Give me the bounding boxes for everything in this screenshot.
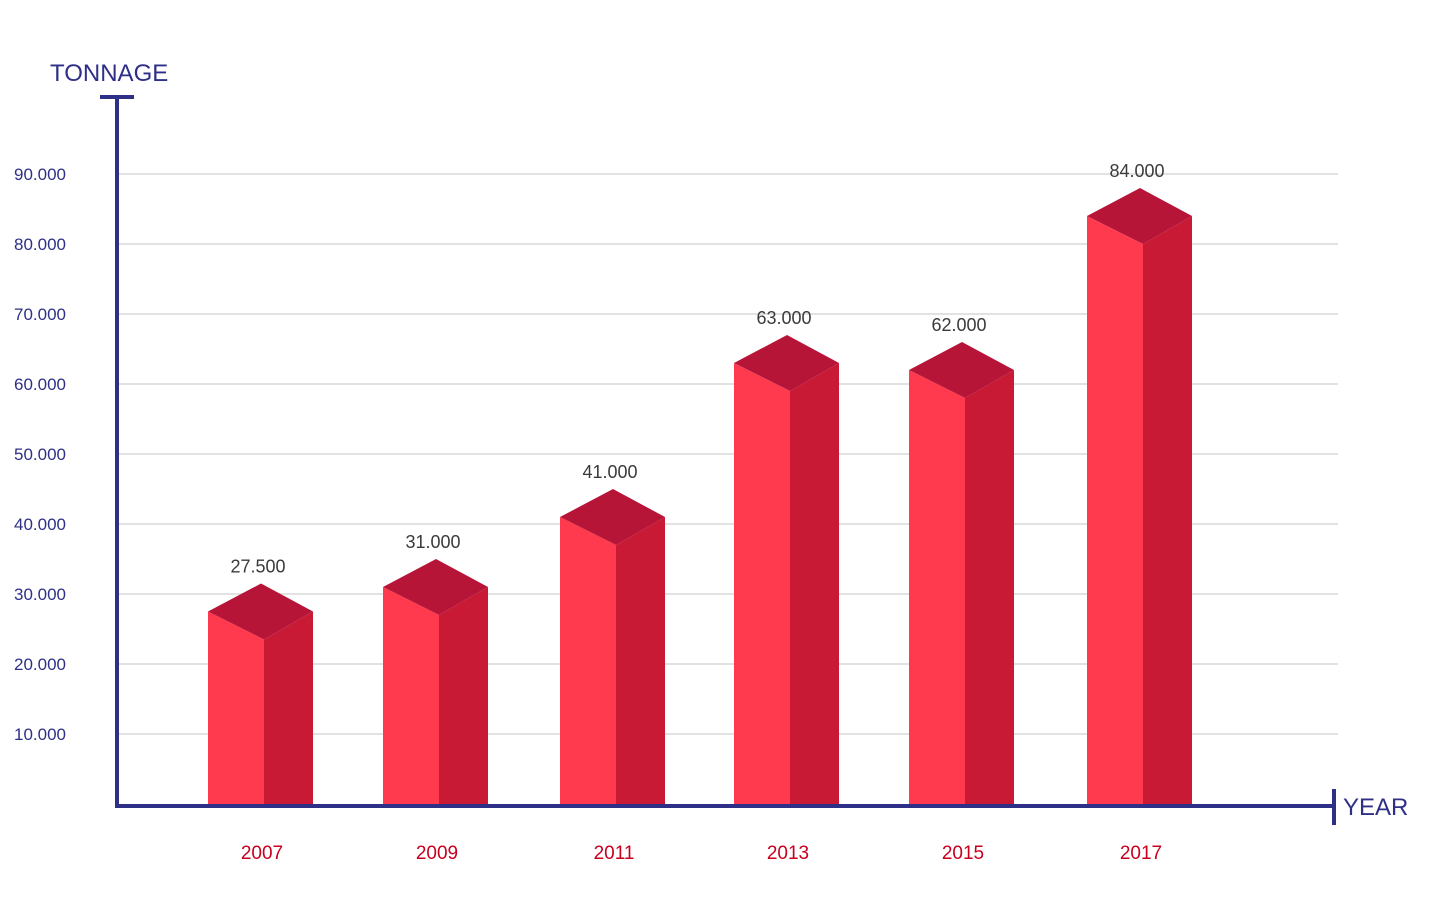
bar-top-face — [208, 583, 313, 640]
bar-top-face — [383, 559, 488, 615]
x-tick-label: 2013 — [767, 843, 809, 864]
bar-front-face — [208, 611, 264, 804]
bar-2011 — [560, 489, 665, 804]
y-tick-label: 20.000 — [14, 655, 66, 674]
bar-2017 — [1087, 188, 1192, 804]
bar-side-face — [790, 363, 839, 804]
bar-front-face — [383, 587, 439, 804]
y-tick-label: 90.000 — [14, 165, 66, 184]
x-tick-label: 2007 — [241, 843, 283, 864]
bar-top-face — [734, 335, 839, 391]
bar-top-face — [909, 342, 1014, 398]
value-label: 41.000 — [582, 462, 637, 482]
x-axis-title: YEAR — [1343, 794, 1408, 821]
bar-side-face — [1143, 216, 1192, 804]
bar-front-face — [734, 363, 790, 804]
bar-side-face — [616, 517, 665, 804]
bar-2013 — [734, 335, 839, 804]
y-tick-label: 50.000 — [14, 445, 66, 464]
bar-side-face — [439, 587, 488, 804]
y-tick-labels: 10.000 20.000 30.000 40.000 50.000 60.000 70.0… — [14, 165, 66, 744]
bar-2009 — [383, 559, 488, 804]
bars — [208, 188, 1192, 804]
y-tick-label: 80.000 — [14, 235, 66, 254]
bar-top-face — [560, 489, 665, 545]
x-tick-label: 2017 — [1120, 843, 1162, 864]
value-label: 84.000 — [1109, 161, 1164, 181]
bar-front-face — [909, 370, 965, 804]
bar-side-face — [965, 370, 1014, 804]
y-tick-label: 30.000 — [14, 585, 66, 604]
y-axis-title: TONNAGE — [50, 60, 168, 87]
value-labels: 27.500 31.000 41.000 63.000 62.000 84.000 — [230, 161, 1164, 577]
bar-2015 — [909, 342, 1014, 804]
x-tick-label: 2015 — [942, 843, 984, 864]
value-label: 62.000 — [931, 315, 986, 335]
value-label: 63.000 — [756, 308, 811, 328]
bar-2007 — [208, 583, 313, 804]
bar-front-face — [560, 517, 616, 804]
gridlines — [117, 173, 1338, 735]
bar-front-face — [1087, 216, 1143, 804]
y-tick-label: 10.000 — [14, 725, 66, 744]
value-label: 31.000 — [405, 532, 460, 552]
axes: TONNAGE YEAR — [50, 60, 1408, 825]
bar-top-face — [1087, 188, 1192, 244]
value-label: 27.500 — [230, 557, 285, 577]
bar-side-face — [264, 611, 313, 804]
y-tick-label: 60.000 — [14, 375, 66, 394]
y-tick-label: 40.000 — [14, 515, 66, 534]
y-tick-label: 70.000 — [14, 305, 66, 324]
x-tick-label: 2011 — [594, 843, 635, 864]
x-tick-labels: 2007 2009 2011 2013 2015 2017 — [241, 843, 1162, 864]
x-tick-label: 2009 — [416, 843, 458, 864]
